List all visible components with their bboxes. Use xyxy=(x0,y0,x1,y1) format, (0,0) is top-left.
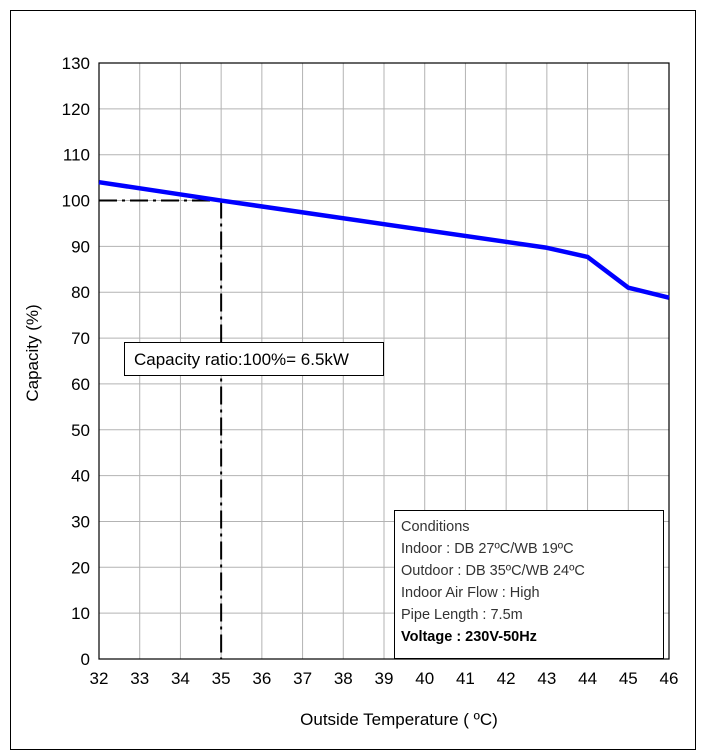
y-axis-label: Capacity (%) xyxy=(23,304,42,401)
conditions-voltage: Voltage : 230V-50Hz xyxy=(401,626,663,648)
x-tick-label-14: 46 xyxy=(660,669,679,688)
capacity-ratio-annotation: Capacity ratio:100%= 6.5kW xyxy=(124,342,384,376)
x-tick-label-4: 36 xyxy=(252,669,271,688)
x-tick-label-11: 43 xyxy=(537,669,556,688)
x-tick-label-12: 44 xyxy=(578,669,597,688)
x-tick-label-0: 32 xyxy=(90,669,109,688)
y-tick-label-10: 100 xyxy=(62,192,90,211)
x-tick-label-9: 41 xyxy=(456,669,475,688)
conditions-pipe: Pipe Length : 7.5m xyxy=(401,604,663,626)
y-tick-label-9: 90 xyxy=(71,237,90,256)
y-tick-label-8: 80 xyxy=(71,283,90,302)
y-tick-label-1: 10 xyxy=(71,604,90,623)
x-tick-label-6: 38 xyxy=(334,669,353,688)
x-tick-label-3: 35 xyxy=(212,669,231,688)
conditions-box: Conditions Indoor : DB 27ºC/WB 19ºC Outd… xyxy=(394,510,664,659)
x-tick-label-2: 34 xyxy=(171,669,190,688)
x-tick-label-10: 42 xyxy=(497,669,516,688)
x-tick-label-5: 37 xyxy=(293,669,312,688)
conditions-airflow: Indoor Air Flow : High xyxy=(401,582,663,604)
x-tick-label-13: 45 xyxy=(619,669,638,688)
conditions-indoor: Indoor : DB 27ºC/WB 19ºC xyxy=(401,538,663,560)
y-tick-label-7: 70 xyxy=(71,329,90,348)
x-tick-label-7: 39 xyxy=(375,669,394,688)
x-tick-label-1: 33 xyxy=(130,669,149,688)
x-tick-label-8: 40 xyxy=(415,669,434,688)
x-axis-label: Outside Temperature ( ºC) xyxy=(300,710,498,729)
y-tick-label-2: 20 xyxy=(71,558,90,577)
conditions-title: Conditions xyxy=(401,516,663,538)
y-tick-label-0: 0 xyxy=(81,650,90,669)
y-tick-label-5: 50 xyxy=(71,421,90,440)
y-tick-label-13: 130 xyxy=(62,54,90,73)
y-tick-label-6: 60 xyxy=(71,375,90,394)
y-tick-label-3: 30 xyxy=(71,512,90,531)
y-tick-label-12: 120 xyxy=(62,100,90,119)
y-tick-label-4: 40 xyxy=(71,467,90,486)
conditions-outdoor: Outdoor : DB 35ºC/WB 24ºC xyxy=(401,560,663,582)
y-tick-label-11: 110 xyxy=(63,146,90,165)
